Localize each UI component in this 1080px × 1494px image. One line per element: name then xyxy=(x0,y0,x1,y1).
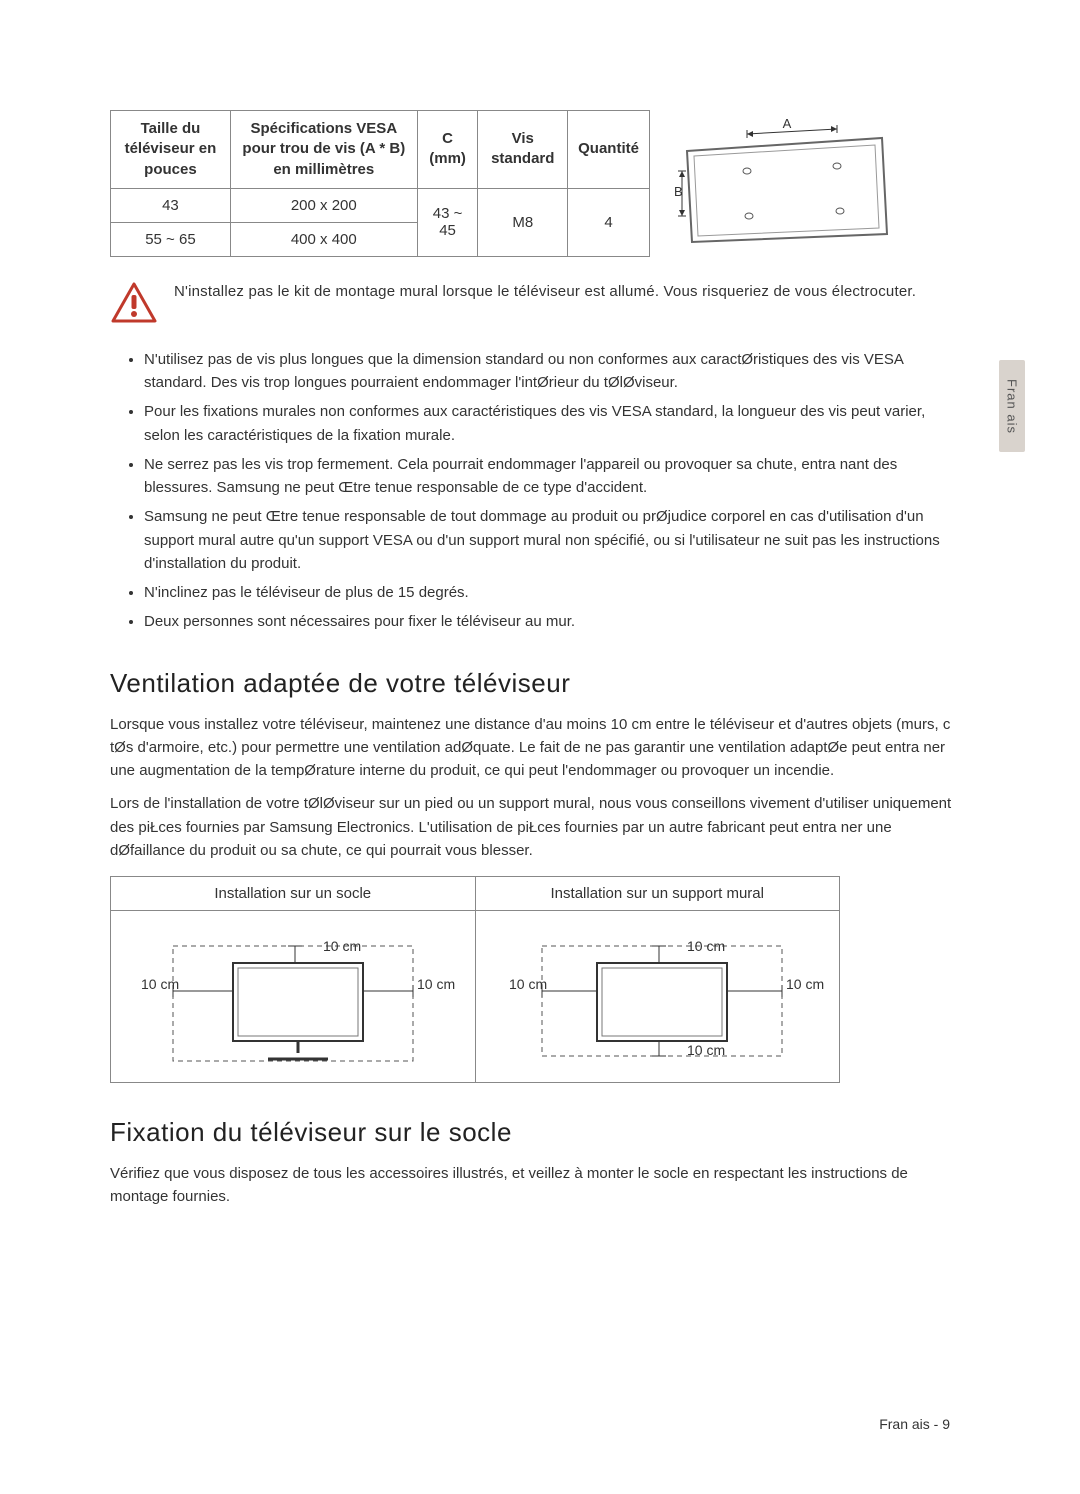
cell-c: 43 ~ 45 xyxy=(417,188,478,256)
warning-text: N'installez pas le kit de montage mural … xyxy=(174,281,916,304)
svg-text:10 cm: 10 cm xyxy=(141,976,179,992)
svg-text:10 cm: 10 cm xyxy=(687,938,725,954)
table-row: 10 cm 10 cm 10 cm xyxy=(111,911,840,1083)
svg-text:10 cm: 10 cm xyxy=(323,938,361,954)
svg-text:10 cm: 10 cm xyxy=(786,976,824,992)
ventilation-heading: Ventilation adaptée de votre téléviseur xyxy=(110,668,960,699)
page-footer: Fran ais - 9 xyxy=(879,1416,950,1432)
tv-vesa-diagram: A B xyxy=(672,116,897,246)
th-size: Taille du téléviseur en pouces xyxy=(111,111,231,189)
vent-col2-header: Installation sur un support mural xyxy=(475,877,840,911)
list-item: Deux personnes sont nécessaires pour fix… xyxy=(144,610,960,633)
table-row: 43 200 x 200 43 ~ 45 M8 4 xyxy=(111,188,650,222)
side-tab-label: Fran ais xyxy=(1005,379,1020,434)
cell-spec-0: 200 x 200 xyxy=(230,188,417,222)
fixation-heading: Fixation du téléviseur sur le socle xyxy=(110,1117,960,1148)
cell-size-0: 43 xyxy=(111,188,231,222)
list-item: N'utilisez pas de vis plus longues que l… xyxy=(144,348,960,395)
cell-size-1: 55 ~ 65 xyxy=(111,222,231,256)
th-c: C (mm) xyxy=(417,111,478,189)
cell-screw: M8 xyxy=(478,188,568,256)
svg-text:10 cm: 10 cm xyxy=(509,976,547,992)
vesa-table: Taille du téléviseur en pouces Spécifica… xyxy=(110,110,650,257)
list-item: Ne serrez pas les vis trop fermement. Ce… xyxy=(144,453,960,500)
ventilation-para2: Lors de l'installation de votre tØlØvise… xyxy=(110,792,960,862)
th-spec: Spécifications VESA pour trou de vis (A … xyxy=(230,111,417,189)
vesa-section: Taille du téléviseur en pouces Spécifica… xyxy=(110,110,960,257)
page-content: Taille du téléviseur en pouces Spécifica… xyxy=(0,0,1080,1279)
table-header-row: Installation sur un socle Installation s… xyxy=(111,877,840,911)
fixation-para: Vérifiez que vous disposez de tous les a… xyxy=(110,1162,960,1209)
warning-icon xyxy=(110,281,158,330)
list-item: Pour les fixations murales non conformes… xyxy=(144,400,960,447)
vent-wall-diagram-cell: 10 cm 10 cm 10 cm 10 cm xyxy=(475,911,840,1083)
diagram-label-b: B xyxy=(674,184,683,199)
cell-qty: 4 xyxy=(568,188,650,256)
warning-block: N'installez pas le kit de montage mural … xyxy=(110,281,960,330)
language-side-tab: Fran ais xyxy=(999,360,1025,452)
ventilation-para1: Lorsque vous installez votre téléviseur,… xyxy=(110,713,960,783)
svg-text:10 cm: 10 cm xyxy=(417,976,455,992)
svg-text:10 cm: 10 cm xyxy=(687,1042,725,1058)
wall-install-diagram: 10 cm 10 cm 10 cm 10 cm xyxy=(487,921,827,1071)
notes-list: N'utilisez pas de vis plus longues que l… xyxy=(110,348,960,634)
stand-install-diagram: 10 cm 10 cm 10 cm xyxy=(123,921,463,1071)
table-header-row: Taille du téléviseur en pouces Spécifica… xyxy=(111,111,650,189)
cell-spec-1: 400 x 400 xyxy=(230,222,417,256)
vent-col1-header: Installation sur un socle xyxy=(111,877,476,911)
th-qty: Quantité xyxy=(568,111,650,189)
ventilation-table: Installation sur un socle Installation s… xyxy=(110,876,840,1083)
diagram-label-a: A xyxy=(783,116,792,131)
list-item: Samsung ne peut Œtre tenue responsable d… xyxy=(144,505,960,575)
vent-stand-diagram-cell: 10 cm 10 cm 10 cm xyxy=(111,911,476,1083)
th-screw: Vis standard xyxy=(478,111,568,189)
list-item: N'inclinez pas le téléviseur de plus de … xyxy=(144,581,960,604)
